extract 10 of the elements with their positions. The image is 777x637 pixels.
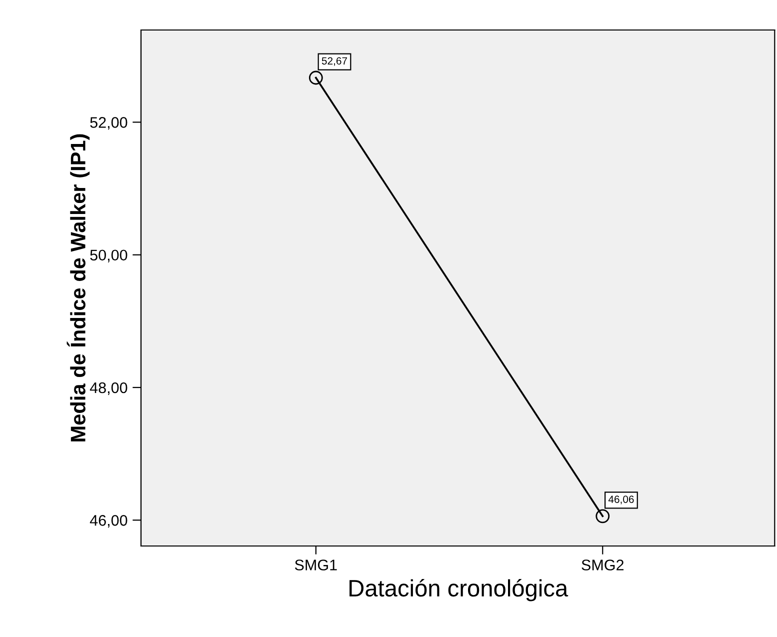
data-label: 46,06 [608, 496, 634, 504]
x-tick-label: SMG1 [294, 560, 337, 570]
y-tick-label: 52,00 [90, 117, 128, 130]
x-axis-title: Datación cronológica [350, 578, 568, 602]
y-tick-label: 50,00 [90, 250, 128, 262]
y-tick-label: 46,00 [90, 515, 128, 528]
y-tick-label: 48,00 [90, 382, 128, 395]
data-label: 52,67 [322, 57, 348, 66]
x-tick-label: SMG2 [582, 560, 624, 570]
y-axis-title: Media de Índice de Walker (IP1) [66, 134, 90, 442]
